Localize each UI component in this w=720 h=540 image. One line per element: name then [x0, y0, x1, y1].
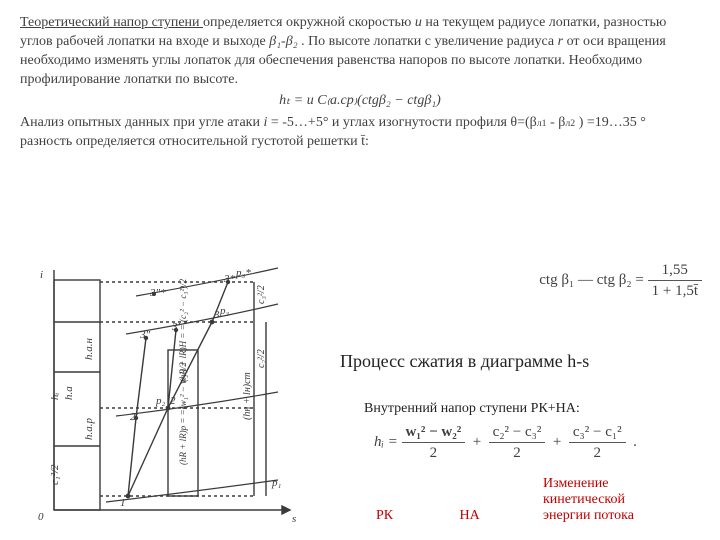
pt-2: 2	[170, 395, 176, 407]
label-c12: c₁²/2	[49, 464, 61, 485]
paragraph-theoretical-head: Теоретический напор ступени определяется…	[20, 14, 700, 90]
f2-den: 2	[489, 443, 546, 463]
f1-num: w₁² − w₂²	[406, 424, 462, 440]
paragraph-analysis: Анализ опытных данных при угле атаки i =…	[20, 114, 700, 152]
label-c32: c₃²/2	[256, 285, 267, 304]
label-p2: p₂	[155, 395, 166, 407]
hi-equation: hᵢ = w₁² − w₂² 2 + c₂² − c₃² 2 + c₃² − c…	[374, 422, 637, 464]
eq-den: 1 + 1,5t̄	[648, 281, 702, 301]
symbol-u: u	[415, 15, 422, 30]
text: Анализ опытных данных при угле атаки	[20, 115, 263, 130]
lower-region: i 0 s hᵢ h.a c₁²/2 h.a.p h.a.н (hR + lR)…	[20, 260, 700, 530]
axis-i-label: i	[40, 269, 43, 281]
pt-3pps: 3″*	[149, 287, 166, 299]
label-hRST: (hн + lн)ст	[242, 372, 253, 420]
symbol-beta12: β₁-β₂	[269, 34, 297, 49]
formula-main: hₜ = u C₍a.cp₎(ctgβ₂ − ctgβ₁)	[20, 92, 700, 111]
axis-0-label: 0	[38, 511, 44, 523]
sub-l2: л2	[565, 118, 575, 129]
eq-cotangent-diff: ctg β₁ — ctg β₂ = 1,55 1 + 1,5t̄	[350, 260, 718, 302]
underline-phrase: Теоретический напор ступени	[20, 15, 203, 30]
label-c22: c₂²/2	[256, 349, 267, 368]
label-ha: h.a	[63, 386, 75, 400]
symbol-r: r	[558, 34, 563, 49]
label-ha: НА	[460, 507, 540, 526]
symbol-i: i	[263, 115, 267, 130]
f3-num: c₃² − c₁²	[569, 422, 626, 443]
right-column: ctg β₁ — ctg β₂ = 1,55 1 + 1,5t̄ Процесс…	[350, 260, 718, 334]
label-p1: p₁	[271, 477, 282, 489]
text: - β	[550, 115, 565, 130]
red-labels: РК НА Изменение кинетической энергии пот…	[376, 476, 663, 526]
axis-s-label: s	[292, 513, 296, 525]
eq-left: ctg β₁ — ctg β₂ =	[539, 272, 644, 288]
pt-3: 3	[213, 309, 220, 321]
sub-l1: л1	[537, 118, 547, 129]
text: определяется окружной скоростью	[203, 15, 415, 30]
label-p3star: p₃*	[235, 267, 251, 279]
label-hap: h.a.p	[83, 418, 95, 441]
inner-head: Внутренний напор ступени РК+НА:	[364, 400, 580, 419]
label-p3: p₃	[219, 305, 230, 317]
f1-den: 2	[402, 443, 466, 463]
pt-1: 1	[120, 497, 126, 509]
text: . По высоте лопатки с увеличение радиуса	[301, 34, 558, 49]
hs-diagram: i 0 s hᵢ h.a c₁²/2 h.a.p h.a.н (hR + lR)…	[20, 260, 310, 530]
eq-num: 1,55	[648, 260, 702, 281]
section-heading: Процесс сжатия в диаграмме h-s	[340, 350, 589, 373]
text: = -5…+5° и углах изогнутости профиля θ=(…	[271, 115, 537, 130]
f3-den: 2	[569, 443, 626, 463]
label-rk: РК	[376, 507, 456, 526]
hi-prefix: hᵢ =	[374, 434, 398, 450]
f2-num: c₂² − c₃²	[489, 422, 546, 443]
label-hah: h.a.н	[83, 338, 95, 361]
label-hi: hᵢ	[49, 393, 61, 401]
label-kinetic: Изменение кинетической энергии потока	[543, 476, 663, 524]
